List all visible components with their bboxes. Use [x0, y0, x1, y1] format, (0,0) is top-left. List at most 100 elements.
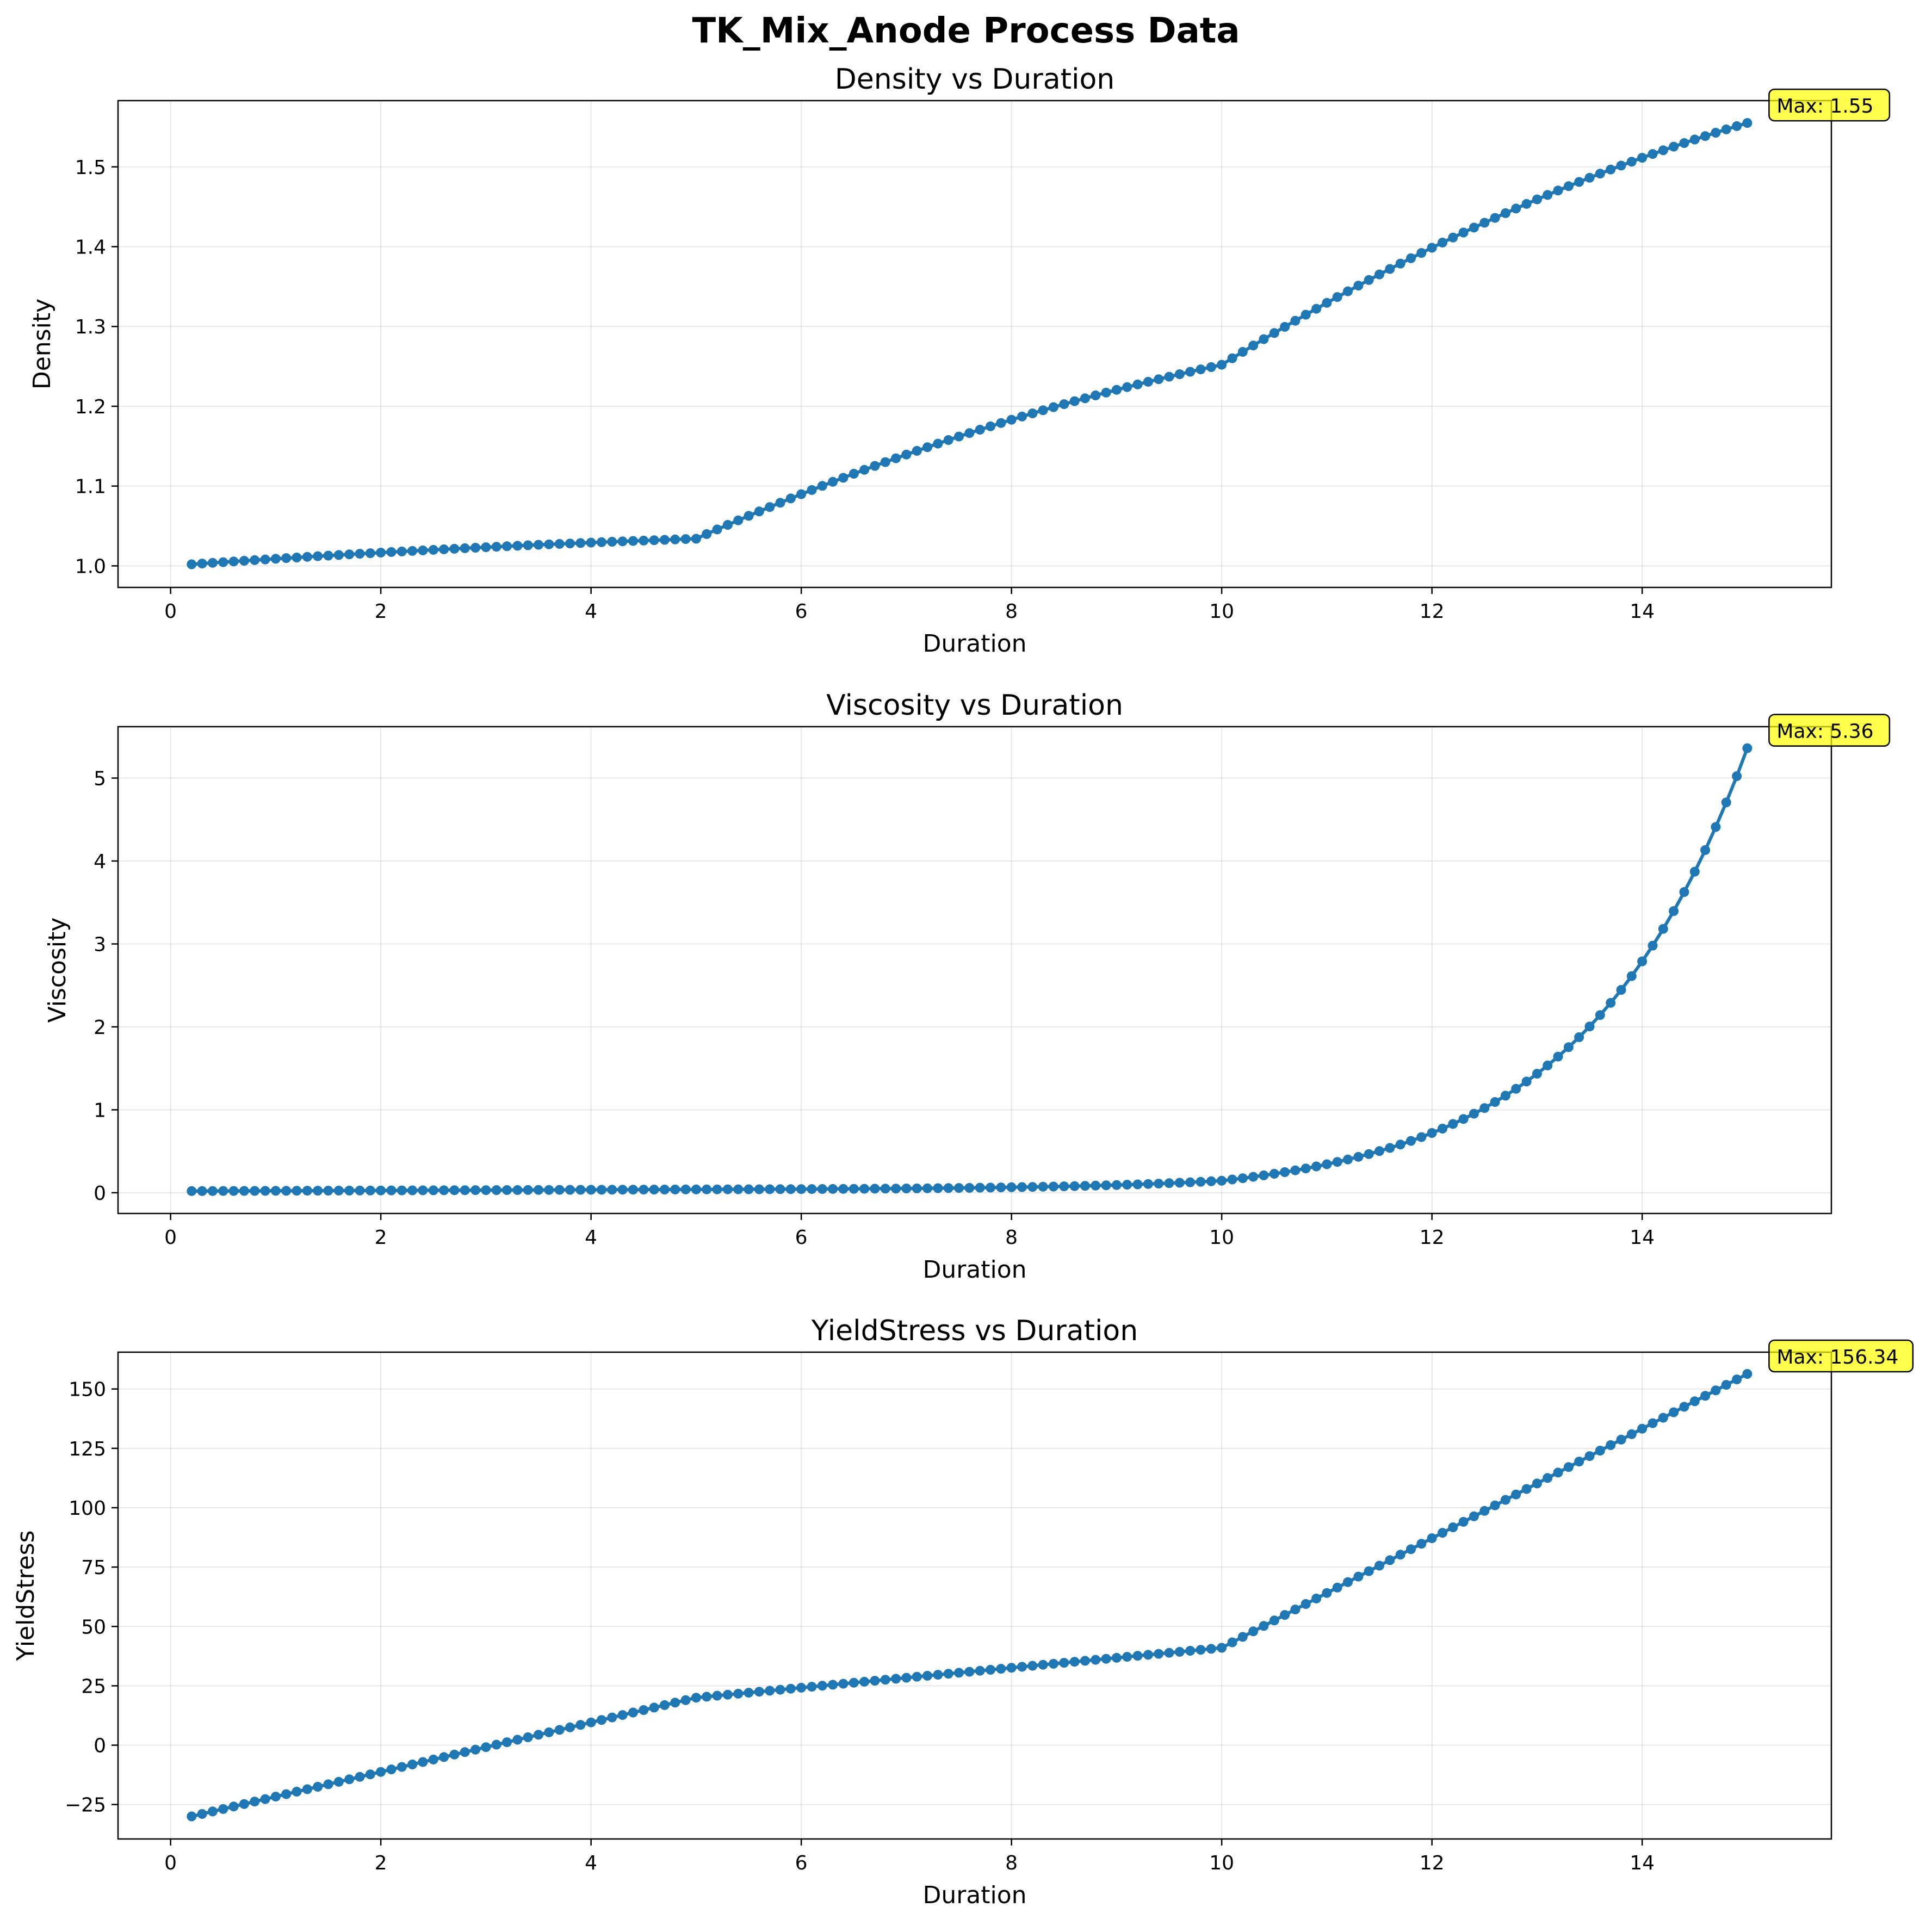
data-point — [943, 1183, 953, 1193]
y-tick-label: 5 — [94, 768, 106, 790]
data-point — [554, 539, 565, 549]
data-point — [1017, 411, 1027, 422]
data-point — [1406, 1136, 1416, 1146]
data-point — [491, 1739, 501, 1750]
data-point — [376, 548, 386, 558]
data-point — [1448, 232, 1458, 243]
data-point — [691, 1184, 701, 1194]
data-point — [901, 1673, 912, 1683]
data-point — [1143, 1179, 1153, 1189]
data-point — [765, 502, 775, 512]
data-point — [1648, 1418, 1658, 1428]
plot-frame — [117, 726, 1832, 1215]
data-point — [1069, 1181, 1080, 1191]
x-tick-label: 14 — [1630, 1227, 1655, 1249]
data-point — [817, 1184, 827, 1194]
data-point — [534, 540, 543, 550]
data-point — [649, 1702, 659, 1713]
subplot-1: 0 2 4 6 8 10 12 14 1.0 1.1 1.2 1.3 1.4 1.5 Density vs … — [28, 63, 1891, 658]
data-point — [228, 1801, 239, 1812]
data-point — [1322, 1159, 1332, 1169]
data-point — [1154, 1179, 1164, 1189]
y-axis-label: YieldStress — [12, 1531, 40, 1662]
data-point — [1122, 382, 1132, 392]
data-point — [260, 554, 270, 565]
data-point — [376, 1185, 386, 1196]
data-point — [1332, 1582, 1342, 1593]
data-point — [197, 1809, 207, 1819]
max-annotation-text: Max: 1.55 — [1776, 95, 1873, 117]
data-point — [323, 1779, 333, 1789]
data-point — [996, 1182, 1006, 1193]
data-point — [575, 1720, 586, 1730]
data-point — [1448, 1119, 1458, 1129]
data-point — [1101, 387, 1111, 398]
data-point — [344, 1774, 355, 1785]
data-point — [1543, 1473, 1553, 1483]
x-tick-label: 12 — [1420, 1852, 1445, 1874]
data-point — [1679, 887, 1689, 897]
data-point — [1563, 1462, 1574, 1472]
data-point — [554, 1185, 565, 1195]
data-point — [1700, 131, 1711, 141]
data-point — [1385, 264, 1395, 274]
data-point — [1311, 1593, 1322, 1603]
data-point — [1290, 1165, 1301, 1175]
data-point — [1469, 1108, 1479, 1119]
data-point — [1543, 190, 1553, 200]
data-point — [733, 515, 744, 525]
data-point — [187, 1186, 197, 1196]
data-point — [1259, 1621, 1269, 1631]
data-point — [1532, 1478, 1542, 1489]
data-point — [649, 1185, 659, 1194]
data-point — [1174, 1646, 1185, 1657]
data-point — [270, 1792, 281, 1802]
data-point — [1616, 160, 1626, 171]
data-point — [523, 540, 533, 550]
data-point — [355, 549, 365, 559]
x-axis-label: Duration — [922, 1881, 1026, 1909]
data-point — [1606, 998, 1616, 1008]
data-point — [1259, 1170, 1269, 1180]
data-point — [1006, 1663, 1017, 1673]
data-point — [281, 553, 292, 563]
data-point — [828, 1680, 838, 1690]
plot-frame — [117, 1351, 1832, 1840]
x-tick-label: 4 — [585, 1227, 597, 1249]
data-point — [775, 1685, 785, 1695]
data-point — [1237, 1632, 1248, 1642]
data-point — [722, 1184, 733, 1194]
data-point — [1689, 134, 1700, 145]
data-point — [891, 1184, 901, 1194]
data-point — [407, 546, 418, 556]
figure-title: TK_Mix_Anode Process Data — [692, 11, 1240, 51]
y-tick-label: 1.1 — [75, 476, 106, 498]
data-point — [1732, 121, 1742, 131]
data-point — [281, 1186, 292, 1196]
data-point — [849, 1184, 859, 1194]
data-point — [1248, 1626, 1259, 1637]
data-point — [428, 1185, 438, 1196]
data-point — [1185, 367, 1196, 377]
data-point — [1595, 1446, 1605, 1456]
plot-frame — [117, 100, 1832, 589]
data-point — [1154, 374, 1164, 385]
data-point — [617, 536, 628, 547]
y-tick-label: 25 — [81, 1675, 106, 1698]
data-point — [1479, 218, 1490, 228]
data-point — [470, 543, 481, 553]
max-annotation-box — [1768, 1339, 1914, 1373]
data-point — [712, 1690, 722, 1701]
data-point — [775, 1184, 785, 1194]
data-point — [187, 1811, 197, 1822]
data-point — [1416, 248, 1427, 258]
data-point — [1721, 1380, 1731, 1390]
data-point — [1217, 1175, 1227, 1186]
data-point — [880, 457, 890, 467]
data-point — [428, 544, 438, 555]
y-tick-label: 50 — [81, 1616, 106, 1638]
data-point — [1164, 371, 1174, 382]
data-point — [1237, 1173, 1248, 1184]
